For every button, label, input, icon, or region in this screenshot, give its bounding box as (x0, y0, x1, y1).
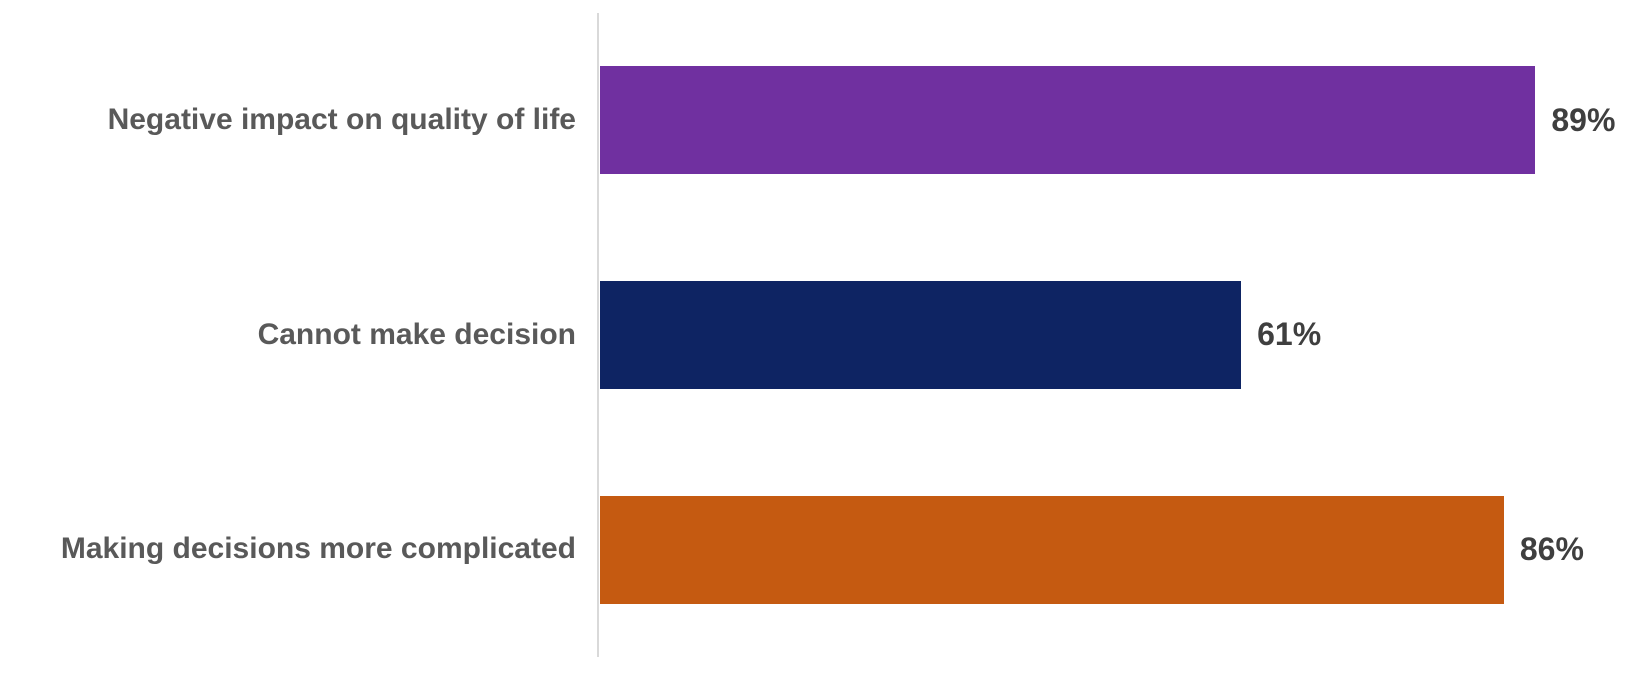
bar-row: Cannot make decision 61% (0, 228, 1651, 443)
plot-area: 86% (600, 442, 1651, 657)
value-label: 86% (1519, 531, 1584, 568)
category-label: Negative impact on quality of life (107, 103, 576, 137)
category-label: Making decisions more complicated (60, 532, 576, 566)
y-axis-line (597, 13, 599, 657)
bar-rows: Negative impact on quality of life 89% C… (0, 13, 1651, 657)
plot-area: 89% (600, 13, 1651, 228)
bar-decisions-more-complicated (600, 495, 1504, 604)
bar-row: Making decisions more complicated 86% (0, 442, 1651, 657)
category-label: Cannot make decision (257, 317, 576, 351)
value-label: 89% (1551, 101, 1616, 138)
plot-area: 61% (600, 228, 1651, 443)
bar-row: Negative impact on quality of life 89% (0, 13, 1651, 228)
value-label: 61% (1257, 316, 1322, 353)
bar-negative-impact (600, 66, 1536, 175)
bar-cannot-make-decision (600, 280, 1242, 389)
